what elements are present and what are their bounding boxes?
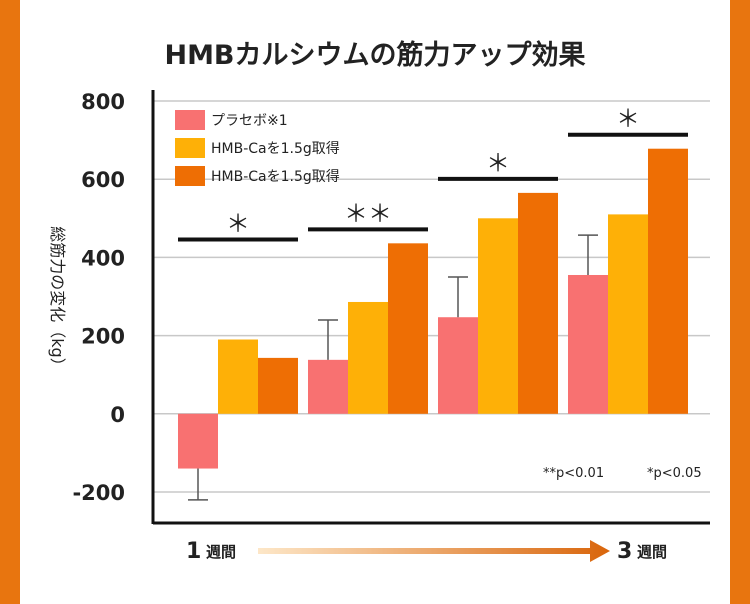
y-tick-label: 400 xyxy=(81,246,125,270)
bars xyxy=(178,148,688,469)
bar xyxy=(438,317,478,414)
y-tick-label: 600 xyxy=(81,168,125,192)
x-start-number: 1 xyxy=(186,539,201,564)
note-p005: *p<0.05 xyxy=(647,466,702,481)
chart-panel: HMBカルシウムの筋力アップ効果 800 600 400 200 0 -200 総筋力の変… xyxy=(20,0,730,604)
period-arrow xyxy=(258,540,610,562)
bar xyxy=(478,218,518,414)
legend-swatch xyxy=(175,138,205,158)
bar xyxy=(348,301,388,414)
significance-mark: ＊ xyxy=(486,149,510,177)
note-p001: **p<0.01 xyxy=(543,466,604,481)
significance-markers: ＊＊＊＊＊ xyxy=(178,105,688,242)
legend-label: HMB-Caを1.5g取得 xyxy=(211,168,340,185)
bar xyxy=(218,339,258,414)
y-tick-label: -200 xyxy=(72,481,125,505)
y-tick-label: 800 xyxy=(81,90,125,114)
bar xyxy=(258,357,298,414)
bar xyxy=(388,243,428,414)
legend: プラセボ※1 HMB-Caを1.5g取得 HMB-Caを1.5g取得 xyxy=(175,110,340,186)
y-axis-label: 総筋力の変化（kg） xyxy=(48,226,67,373)
legend-label: プラセボ※1 xyxy=(211,113,288,129)
bar xyxy=(178,413,218,469)
y-tick-label: 200 xyxy=(81,325,125,349)
significance-mark: ＊ xyxy=(226,210,250,238)
legend-swatch xyxy=(175,110,205,130)
x-end-label: 3 週間 xyxy=(617,539,667,564)
legend-swatch xyxy=(175,166,205,186)
x-end-number: 3 xyxy=(617,539,632,564)
legend-label: HMB-Caを1.5g取得 xyxy=(211,140,340,157)
bar xyxy=(518,192,558,414)
significance-mark: ＊ xyxy=(616,105,640,133)
y-tick-label: 0 xyxy=(110,403,125,427)
bar-chart: HMBカルシウムの筋力アップ効果 800 600 400 200 0 -200 総筋力の変… xyxy=(48,39,710,564)
error-bars xyxy=(188,234,598,501)
significance-mark: ＊＊ xyxy=(344,199,392,227)
y-tick-labels: 800 600 400 200 0 -200 xyxy=(72,90,125,505)
chart-title: HMBカルシウムの筋力アップ効果 xyxy=(164,39,585,71)
x-start-label: 1 週間 xyxy=(186,539,236,564)
x-start-unit: 週間 xyxy=(206,543,236,561)
bar xyxy=(568,274,608,414)
x-end-unit: 週間 xyxy=(637,543,667,561)
bar xyxy=(608,214,648,414)
bar xyxy=(308,359,348,414)
bar xyxy=(648,148,688,414)
